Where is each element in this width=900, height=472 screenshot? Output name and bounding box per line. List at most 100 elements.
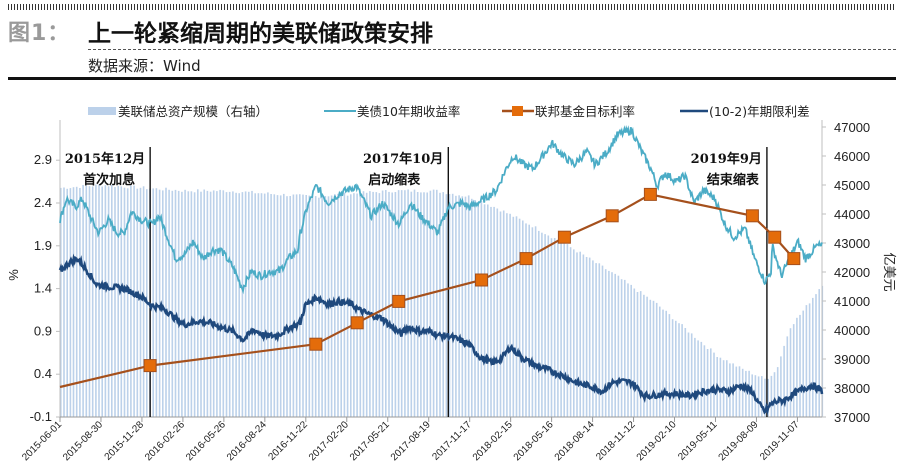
figure-title: 上一轮紧缩周期的美联储政策安排 — [88, 21, 433, 47]
balance-sheet-bar — [232, 191, 234, 417]
balance-sheet-bar — [251, 190, 253, 417]
balance-sheet-bar — [477, 201, 479, 417]
balance-sheet-bar — [780, 356, 782, 417]
balance-sheet-bar — [681, 324, 683, 417]
balance-sheet-bar — [815, 294, 817, 417]
balance-sheet-bar — [719, 357, 722, 417]
balance-sheet-bar — [802, 310, 804, 417]
fed-funds-marker — [768, 230, 782, 244]
annotation-date: 2015年12月 — [65, 151, 145, 167]
fed-funds-marker — [392, 294, 406, 308]
balance-sheet-bar — [710, 348, 712, 417]
balance-sheet-bar — [684, 328, 687, 417]
balance-sheet-bar — [130, 185, 132, 417]
balance-sheet-bar — [439, 192, 441, 417]
balance-sheet-bar — [808, 303, 811, 417]
balance-sheet-bar — [359, 194, 362, 417]
balance-sheet-bar — [592, 260, 594, 417]
y-left-tick-label: 0.4 — [34, 366, 52, 381]
fed-funds-marker — [787, 252, 801, 266]
balance-sheet-bar — [611, 272, 613, 417]
balance-sheet-bar — [541, 232, 543, 417]
balance-sheet-bar — [812, 297, 814, 417]
fed-funds-marker — [745, 209, 759, 223]
balance-sheet-bar — [136, 188, 139, 417]
balance-sheet-bar — [158, 189, 161, 417]
y-right-tick-label: 41000 — [834, 294, 870, 309]
balance-sheet-bar — [617, 275, 620, 417]
x-tick-label: 2015-11-28 — [103, 419, 147, 463]
balance-sheet-bar — [512, 216, 515, 417]
balance-sheet-bar — [525, 223, 527, 417]
header-rule — [8, 77, 896, 80]
balance-sheet-bar — [267, 192, 269, 417]
fed-funds-marker — [143, 359, 157, 373]
fed-funds-marker — [475, 273, 488, 287]
annotation-event: 结束缩表 — [707, 172, 760, 188]
balance-sheet-bar — [726, 360, 728, 417]
balance-sheet-bar — [79, 188, 81, 417]
balance-sheet-bar — [515, 216, 518, 417]
balance-sheet-bar — [334, 194, 336, 417]
balance-sheet-bar — [190, 191, 193, 417]
balance-sheet-bar — [445, 194, 448, 417]
balance-sheet-bar — [480, 201, 483, 417]
y-axis-left-label: % — [6, 269, 21, 281]
balance-sheet-bar — [162, 190, 164, 417]
balance-sheet-bar — [506, 213, 508, 417]
balance-sheet-bar — [757, 376, 760, 417]
balance-sheet-bar — [197, 189, 199, 417]
balance-sheet-bar — [818, 289, 820, 417]
x-tick-label: 2016-05-26 — [184, 419, 228, 463]
balance-sheet-bar — [346, 195, 349, 417]
legend-label-balance-sheet: 美联储总资产规模（右轴） — [118, 104, 268, 119]
balance-sheet-bar — [365, 192, 368, 417]
balance-sheet-bar — [257, 193, 260, 417]
y-right-tick-label: 46000 — [834, 149, 870, 164]
balance-sheet-bar — [289, 196, 291, 417]
balance-sheet-bar — [423, 192, 425, 417]
y-right-tick-label: 38000 — [834, 381, 870, 396]
balance-sheet-bar — [168, 189, 170, 417]
y-right-tick-label: 39000 — [834, 352, 870, 367]
legend-label-spread: (10-2)年期限利差 — [709, 104, 810, 119]
balance-sheet-bar — [518, 218, 521, 417]
treasury-10y-line — [59, 125, 823, 295]
balance-sheet-bar — [783, 345, 785, 417]
balance-sheet-bar — [410, 191, 413, 417]
balance-sheet-bar — [636, 292, 639, 417]
balance-sheet-bar — [63, 187, 65, 417]
balance-sheet-bar — [474, 200, 476, 417]
balance-sheet-bar — [643, 294, 645, 417]
balance-sheet-bar — [748, 370, 750, 417]
balance-sheet-bar — [203, 189, 205, 417]
balance-sheet-bar — [82, 185, 84, 417]
balance-sheet-bar — [442, 192, 444, 417]
balance-sheet-bar — [458, 195, 460, 417]
balance-sheet-bar — [98, 184, 100, 417]
balance-sheet-bar — [286, 196, 288, 417]
balance-sheet-bar — [212, 190, 215, 417]
y-left-tick-label: -0.1 — [30, 409, 52, 424]
x-tick-label: 2016-11-22 — [266, 419, 310, 463]
balance-sheet-bar — [659, 306, 661, 417]
balance-sheet-bar — [598, 263, 601, 417]
balance-sheet-bar — [174, 189, 177, 417]
legend-swatch-fed-funds-marker — [512, 106, 523, 116]
balance-sheet-bar — [117, 185, 119, 417]
y-left-tick-label: 1.9 — [34, 238, 52, 253]
balance-sheet-bar — [88, 186, 91, 417]
balance-sheet-bar — [700, 341, 703, 417]
balance-sheet-bar — [85, 185, 88, 417]
balance-sheet-bar — [588, 257, 591, 417]
balance-sheet-bar — [706, 349, 709, 417]
legend-swatch-balance-sheet — [88, 107, 116, 115]
balance-sheet-bar — [133, 185, 135, 417]
balance-sheet-bar — [111, 185, 113, 417]
balance-sheet-bar — [222, 190, 225, 417]
balance-sheet-bar — [451, 193, 454, 417]
balance-sheet-bar — [299, 194, 301, 417]
balance-sheet-bar — [464, 196, 467, 417]
balance-sheet-bar — [713, 352, 715, 417]
